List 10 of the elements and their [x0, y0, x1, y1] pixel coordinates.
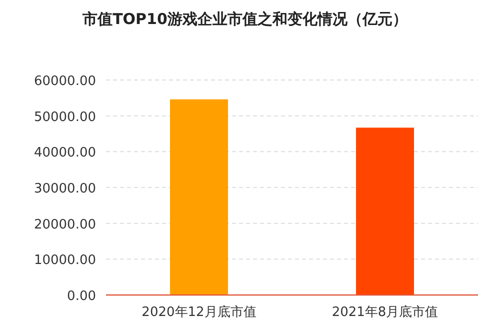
title: 市值TOP10游戏企业市值之和变化情况（亿元） [82, 10, 408, 28]
y-tick-label: 0.00 [67, 289, 96, 304]
y-tick-label: 10000.00 [34, 253, 96, 268]
y-tick-label: 60000.00 [34, 74, 96, 89]
y-tick-label: 30000.00 [34, 182, 96, 196]
x-tick-label: 2021年8月底市值 [332, 305, 438, 320]
y-tick-label: 40000.00 [34, 146, 96, 161]
y-tick-label: 50000.00 [34, 110, 96, 125]
x-tick-label: 2020年12月底市值 [142, 305, 256, 320]
y-tick-label: 20000.00 [34, 217, 96, 232]
